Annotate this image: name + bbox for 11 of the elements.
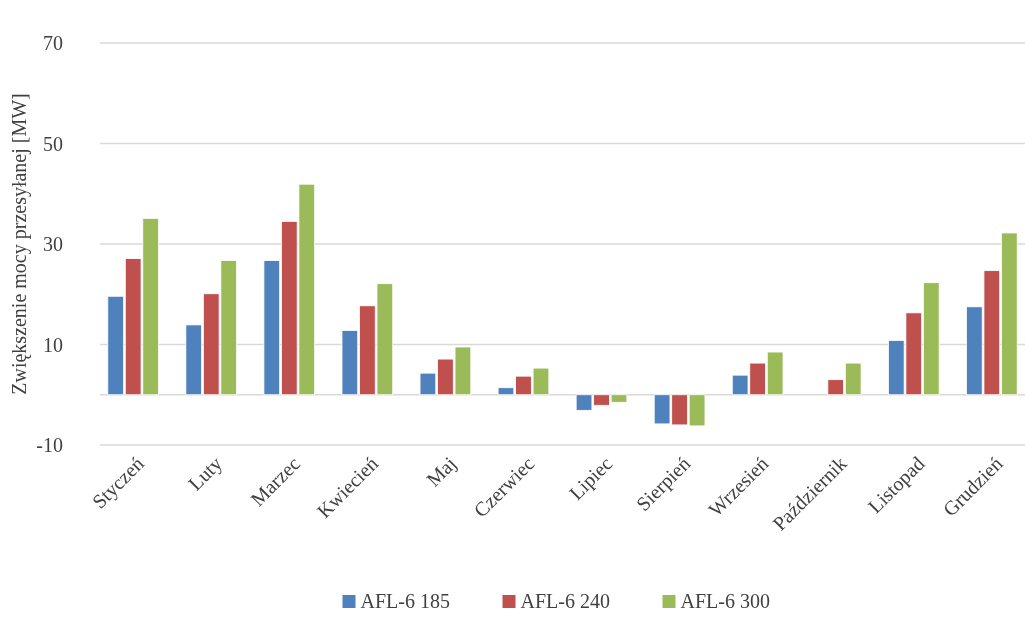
y-tick-label: 70: [43, 32, 63, 54]
x-tick-label: Luty: [183, 452, 227, 496]
y-tick-label: 50: [43, 132, 63, 155]
legend-label: AFL-6 300: [680, 590, 770, 612]
y-tick-label: -10: [36, 434, 63, 456]
y-tick-label: 30: [43, 233, 63, 255]
legend-label: AFL-6 240: [520, 590, 610, 612]
y-tick-label: 10: [43, 333, 63, 356]
legend-label: AFL-6 185: [360, 590, 450, 612]
x-tick-label: Maj: [421, 452, 461, 492]
y-axis-title: Zwiększenie mocy przesyłanej [MW]: [8, 93, 31, 395]
